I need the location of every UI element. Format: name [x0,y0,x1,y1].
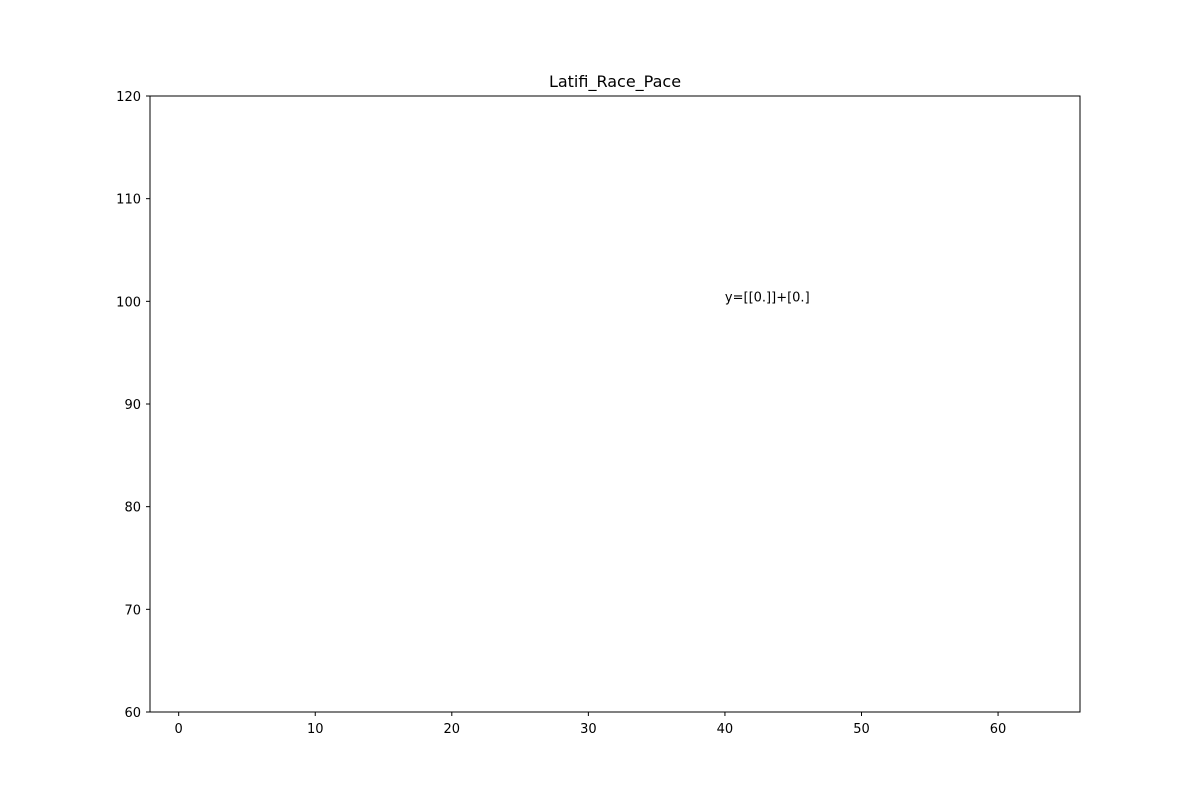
plot-area-frame [149,95,1081,713]
x-axis: 0 10 20 30 40 50 60 [175,712,1007,737]
y-tick-label: 90 [124,398,141,413]
y-axis: 60 70 80 90 100 110 120 [116,90,150,721]
annotations-layer: y=[[0.]]+[0.] [725,290,810,305]
fit-equation-annotation: y=[[0.]]+[0.] [725,290,810,305]
chart-title: Latifi_Race_Pace [549,72,681,92]
y-tick-label: 120 [116,90,141,105]
x-tick-label: 0 [175,722,183,737]
y-tick-label: 80 [124,501,141,516]
x-tick-label: 60 [990,722,1007,737]
y-tick-label: 60 [124,706,141,721]
x-tick-label: 30 [580,722,597,737]
y-tick-label: 110 [116,193,141,208]
x-tick-label: 20 [444,722,461,737]
x-tick-label: 10 [307,722,324,737]
x-tick-label: 50 [853,722,870,737]
x-tick-label: 40 [717,722,734,737]
y-tick-label: 100 [116,295,141,310]
y-tick-label: 70 [124,603,141,618]
